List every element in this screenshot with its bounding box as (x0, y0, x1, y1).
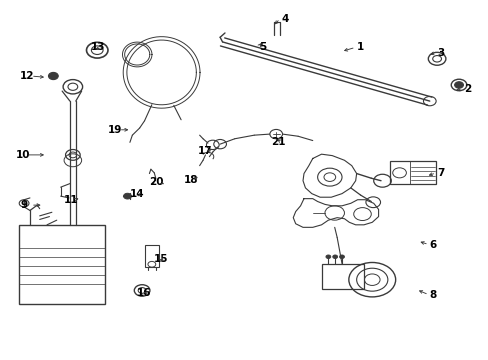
Text: 10: 10 (15, 150, 30, 160)
Text: 16: 16 (137, 288, 151, 298)
Text: 15: 15 (154, 254, 168, 264)
Text: 3: 3 (436, 48, 444, 58)
Text: 4: 4 (281, 14, 288, 24)
Text: 12: 12 (20, 71, 35, 81)
Text: 19: 19 (108, 125, 122, 135)
Text: 17: 17 (198, 146, 212, 156)
Bar (321, 264, 364, 289)
Text: 5: 5 (259, 42, 266, 52)
Circle shape (123, 193, 131, 199)
Circle shape (325, 255, 330, 258)
Bar (389, 161, 435, 184)
Text: 8: 8 (429, 290, 436, 300)
Bar (19, 225, 104, 304)
Text: 1: 1 (356, 42, 363, 52)
Text: 6: 6 (429, 239, 436, 249)
Circle shape (339, 255, 344, 258)
Text: 9: 9 (20, 200, 27, 210)
Text: 21: 21 (271, 138, 285, 147)
Circle shape (48, 72, 58, 80)
Text: 7: 7 (436, 168, 444, 178)
Text: 14: 14 (130, 189, 144, 199)
Text: 18: 18 (183, 175, 198, 185)
Bar (144, 245, 159, 267)
Text: 11: 11 (64, 195, 79, 205)
Text: 13: 13 (91, 42, 105, 52)
Text: 2: 2 (463, 84, 470, 94)
Circle shape (332, 255, 337, 258)
Text: 20: 20 (149, 177, 163, 187)
Circle shape (454, 82, 463, 88)
